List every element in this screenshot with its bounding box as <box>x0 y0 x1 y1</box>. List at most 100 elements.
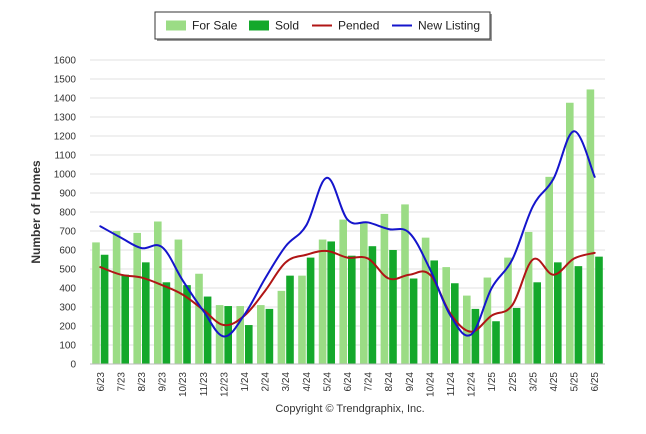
x-tick-label: 1/25 <box>487 372 498 392</box>
bar-sold <box>265 308 274 364</box>
x-tick-label: 8/23 <box>137 372 148 392</box>
bar-sold <box>574 266 583 364</box>
y-tick-label: 800 <box>59 208 76 219</box>
x-tick-label: 4/24 <box>302 372 313 392</box>
axes: 0 100 200 300 400 500 600 700 800 900 1000 1100 1200… <box>54 56 605 397</box>
bar-for-sale <box>442 267 450 364</box>
y-tick-label: 0 <box>70 360 76 371</box>
bar-for-sale <box>236 306 244 364</box>
bar-for-sale <box>360 222 368 364</box>
bar-for-sale <box>257 305 265 364</box>
copyright-credit: Copyright © Trendgraphix, Inc. <box>275 403 424 415</box>
legend: For Sale Sold Pended New Listing <box>154 11 492 41</box>
x-tick-label: 5/25 <box>570 372 581 392</box>
bar-sold <box>492 321 500 364</box>
legend-label: Sold <box>275 19 299 33</box>
bar-for-sale <box>483 277 492 364</box>
x-tick-label: 3/25 <box>528 372 539 392</box>
bar-for-sale <box>277 290 286 364</box>
x-tick-label: 10/23 <box>178 372 189 397</box>
x-tick-label: 10/24 <box>425 372 436 397</box>
x-tick-label: 9/24 <box>405 372 416 392</box>
bar-for-sale <box>154 221 162 364</box>
bar-sold <box>348 255 356 364</box>
x-tick-label: 2/25 <box>508 372 519 392</box>
line-pended <box>99 249 596 333</box>
x-tick-label: 12/23 <box>219 372 230 397</box>
bar-for-sale <box>339 219 347 364</box>
bar-for-sale <box>586 89 595 364</box>
y-tick-label: 1100 <box>54 151 76 162</box>
x-tick-label: 5/24 <box>322 372 333 392</box>
bar-for-sale <box>545 176 553 364</box>
legend-label: Pended <box>338 19 379 33</box>
bar-sold <box>121 274 129 364</box>
bar-for-sale <box>112 231 121 364</box>
y-axis-label: Number of Homes <box>29 160 43 264</box>
x-tick-label: 3/24 <box>281 372 292 392</box>
bar-sold <box>512 307 521 364</box>
x-tick-label: 6/24 <box>343 372 354 392</box>
bar-for-sale <box>318 239 327 364</box>
bar-for-sale <box>380 213 389 364</box>
bar-for-sale <box>195 273 203 364</box>
bar-for-sale <box>566 102 574 364</box>
y-tick-label: 1000 <box>54 170 77 181</box>
bar-sold <box>327 241 335 364</box>
x-tick-label: 11/24 <box>446 372 457 397</box>
x-tick-label: 2/24 <box>261 372 272 392</box>
x-tick-label: 8/24 <box>384 372 395 392</box>
y-tick-label: 1300 <box>54 113 77 124</box>
legend-swatch <box>166 20 186 31</box>
bar-sold <box>306 257 315 364</box>
bar-sold <box>533 282 541 364</box>
bar-sold <box>183 285 191 364</box>
bar-sold <box>142 262 150 364</box>
x-tick-label: 7/23 <box>116 372 127 392</box>
legend-label: New Listing <box>418 19 480 33</box>
y-tick-label: 700 <box>59 227 76 238</box>
bar-for-sale <box>401 204 409 364</box>
bar-sold <box>471 308 480 364</box>
y-tick-label: 1500 <box>54 75 77 86</box>
bar-for-sale <box>298 275 306 364</box>
bar-sold <box>286 275 294 364</box>
lines <box>99 130 596 338</box>
bar-sold <box>368 246 377 364</box>
x-tick-label: 6/25 <box>590 372 601 392</box>
bar-sold <box>203 296 212 364</box>
bar-sold <box>430 260 438 364</box>
bar-for-sale <box>174 239 183 364</box>
y-tick-label: 500 <box>59 265 76 276</box>
x-tick-label: 4/25 <box>549 372 560 392</box>
x-tick-label: 7/24 <box>364 372 375 392</box>
bar-for-sale <box>92 242 100 364</box>
y-tick-label: 400 <box>59 284 76 295</box>
y-tick-label: 1200 <box>54 132 77 143</box>
x-tick-label: 6/23 <box>96 372 107 392</box>
y-tick-label: 600 <box>59 246 76 257</box>
bar-sold <box>595 256 603 364</box>
bar-sold <box>245 325 253 364</box>
y-tick-label: 300 <box>59 303 76 314</box>
x-tick-label: 12/24 <box>467 372 478 397</box>
line-new-listing <box>99 130 596 338</box>
bar-sold <box>100 254 109 364</box>
bar-for-sale <box>524 231 533 364</box>
x-tick-label: 11/23 <box>199 372 210 397</box>
y-tick-label: 900 <box>59 189 76 200</box>
x-tick-label: 1/24 <box>240 372 251 392</box>
bar-sold <box>554 262 562 364</box>
bars <box>92 89 603 364</box>
x-tick-label: 9/23 <box>158 372 169 392</box>
legend-swatch <box>249 20 269 31</box>
y-tick-label: 100 <box>59 341 76 352</box>
bar-sold <box>389 250 397 364</box>
bar-sold <box>162 282 171 364</box>
bar-for-sale <box>421 237 430 364</box>
y-tick-label: 1400 <box>54 94 77 105</box>
legend-label: For Sale <box>192 19 238 33</box>
bar-for-sale <box>133 232 141 364</box>
